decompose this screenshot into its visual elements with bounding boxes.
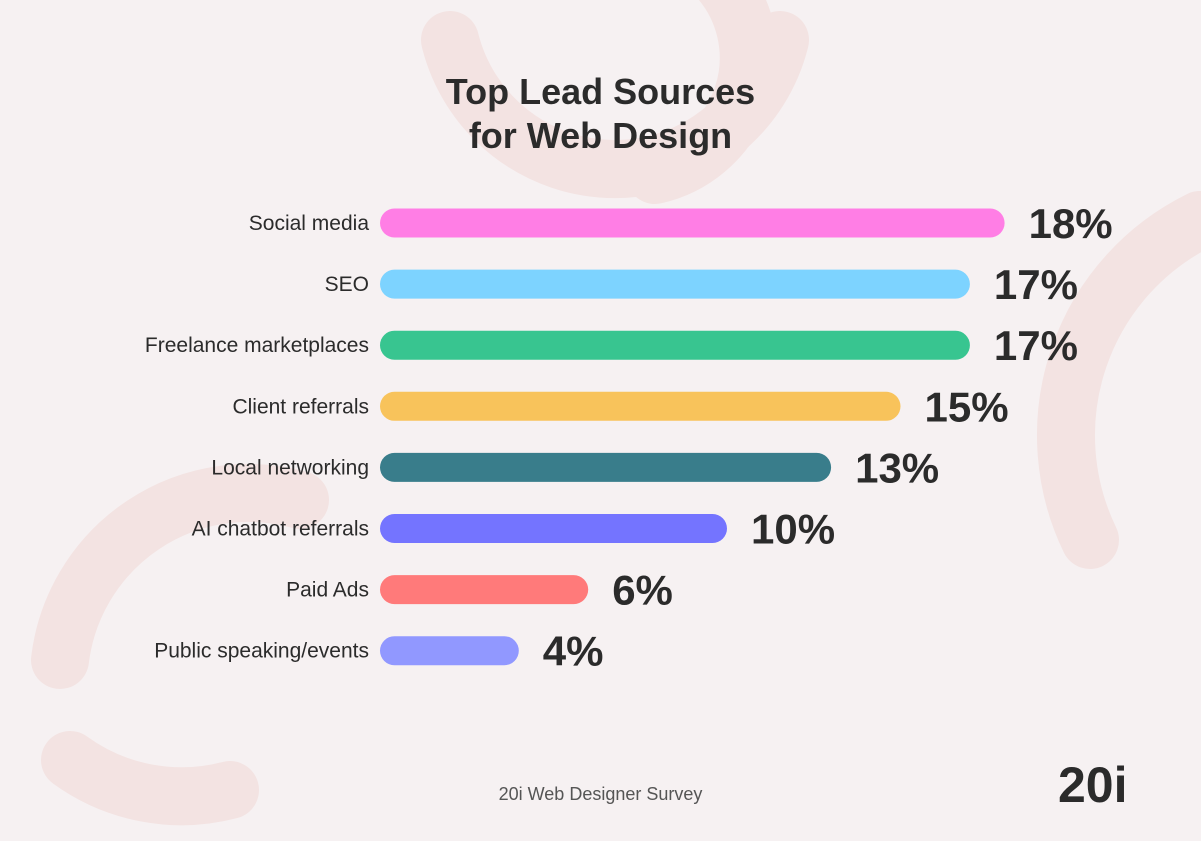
bar-ai-chatbot-referrals <box>380 514 727 543</box>
value-label-paid-ads: 6% <box>612 567 673 614</box>
value-label-social-media: 18% <box>1029 200 1113 247</box>
category-label-freelance-marketplaces: Freelance marketplaces <box>145 334 369 357</box>
category-label-ai-chatbot-referrals: AI chatbot referrals <box>192 518 369 541</box>
bar-public-speaking-events <box>380 636 519 666</box>
bar-freelance-marketplaces <box>380 330 970 360</box>
category-label-local-networking: Local networking <box>211 456 369 479</box>
20i-logo: 20i <box>1058 758 1128 808</box>
bar-seo <box>380 269 970 299</box>
title-line-2: for Web Design <box>468 115 733 156</box>
logo-text: 20i <box>1058 758 1128 808</box>
chart-title: Top Lead Sources for Web Design <box>0 70 1201 158</box>
value-label-seo: 17% <box>994 261 1078 308</box>
bar-social-media <box>380 208 1005 238</box>
value-label-freelance-marketplaces: 17% <box>994 322 1078 369</box>
category-label-seo: SEO <box>325 273 369 296</box>
category-label-social-media: Social media <box>249 212 370 235</box>
value-label-client-referrals: 15% <box>925 383 1009 430</box>
category-label-client-referrals: Client referrals <box>232 395 369 418</box>
source-note: 20i Web Designer Survey <box>498 784 703 804</box>
value-label-local-networking: 13% <box>855 444 939 491</box>
bar-client-referrals <box>380 391 901 421</box>
category-label-public-speaking-events: Public speaking/events <box>154 640 369 663</box>
bar-paid-ads <box>380 575 589 605</box>
title-line-1: Top Lead Sources <box>445 71 756 112</box>
category-label-paid-ads: Paid Ads <box>286 579 369 602</box>
value-label-ai-chatbot-referrals: 10% <box>751 506 835 553</box>
value-label-public-speaking-events: 4% <box>543 628 604 675</box>
bar-local-networking <box>380 452 832 482</box>
